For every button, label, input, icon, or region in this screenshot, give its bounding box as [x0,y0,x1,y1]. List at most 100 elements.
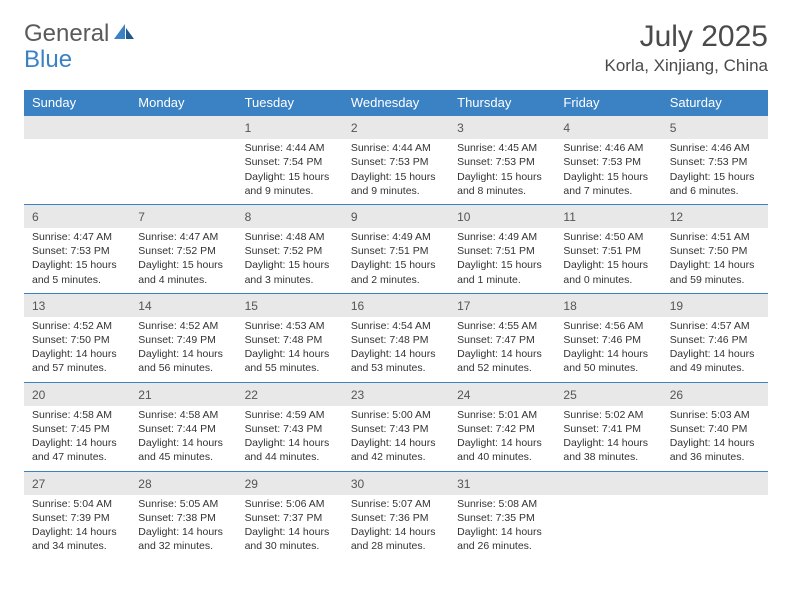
sunset-line: Sunset: 7:53 PM [563,155,653,169]
sunset-line: Sunset: 7:38 PM [138,511,228,525]
day-cell: 23Sunrise: 5:00 AMSunset: 7:43 PMDayligh… [343,382,449,471]
day-cell: 14Sunrise: 4:52 AMSunset: 7:49 PMDayligh… [130,293,236,382]
day-cell: 4Sunrise: 4:46 AMSunset: 7:53 PMDaylight… [555,116,661,205]
day-cell: 30Sunrise: 5:07 AMSunset: 7:36 PMDayligh… [343,471,449,559]
sunset-line: Sunset: 7:48 PM [351,333,441,347]
day-number: 7 [130,205,236,228]
day-cell: 18Sunrise: 4:56 AMSunset: 7:46 PMDayligh… [555,293,661,382]
sunset-line: Sunset: 7:40 PM [670,422,760,436]
weekday-header: Wednesday [343,90,449,116]
sunrise-line: Sunrise: 4:50 AM [563,230,653,244]
daylight-line: Daylight: 15 hours and 9 minutes. [245,170,335,198]
day-content: Sunrise: 4:47 AMSunset: 7:53 PMDaylight:… [24,230,130,287]
header: General July 2025 Korla, Xinjiang, China [24,20,768,76]
daylight-line: Daylight: 14 hours and 49 minutes. [670,347,760,375]
daylight-line: Daylight: 15 hours and 7 minutes. [563,170,653,198]
day-content: Sunrise: 4:56 AMSunset: 7:46 PMDaylight:… [555,319,661,376]
day-number: 27 [24,472,130,495]
day-cell: 3Sunrise: 4:45 AMSunset: 7:53 PMDaylight… [449,116,555,205]
daylight-line: Daylight: 15 hours and 1 minute. [457,258,547,286]
sunrise-line: Sunrise: 4:58 AM [32,408,122,422]
day-cell: 1 Sunrise: 4:44 AMSunset: 7:54 PMDaylight… [237,116,343,205]
day-number: 17 [449,294,555,317]
daylight-line: Daylight: 14 hours and 47 minutes. [32,436,122,464]
sunset-line: Sunset: 7:36 PM [351,511,441,525]
daylight-line: Daylight: 15 hours and 6 minutes. [670,170,760,198]
day-number [555,472,661,495]
daylight-line: Daylight: 14 hours and 32 minutes. [138,525,228,553]
day-content: Sunrise: 4:49 AMSunset: 7:51 PMDaylight:… [343,230,449,287]
sunrise-line: Sunrise: 4:58 AM [138,408,228,422]
daylight-line: Daylight: 14 hours and 36 minutes. [670,436,760,464]
sunset-line: Sunset: 7:37 PM [245,511,335,525]
day-cell: 8Sunrise: 4:48 AMSunset: 7:52 PMDaylight… [237,204,343,293]
day-cell: 26 Sunrise: 5:03 AMSunset: 7:40 PMDayligh… [662,382,768,471]
calendar-body: 1Sunrise: 4:44 AMSunset: 7:54 PMDaylight… [24,116,768,560]
sunset-line: Sunset: 7:39 PM [32,511,122,525]
calendar-week-row: 27Sunrise: 5:04 AMSunset: 7:39 PMDayligh… [24,471,768,559]
day-content: Sunrise: 4:45 AMSunset: 7:53 PMDaylight:… [449,141,555,198]
daylight-line: Daylight: 14 hours and 30 minutes. [245,525,335,553]
day-number: 10 [449,205,555,228]
day-content: Sunrise: 4:57 AMSunset: 7:46 PMDaylight:… [662,319,768,376]
sunrise-line: Sunrise: 4:44 AM [351,141,441,155]
weekday-header-row: SundayMondayTuesdayWednesdayThursdayFrid… [24,90,768,116]
daylight-line: Daylight: 14 hours and 38 minutes. [563,436,653,464]
day-number: 25 [555,383,661,406]
calendar-week-row: 6Sunrise: 4:47 AMSunset: 7:53 PMDaylight… [24,204,768,293]
sunset-line: Sunset: 7:45 PM [32,422,122,436]
weekday-header: Tuesday [237,90,343,116]
sunrise-line: Sunrise: 4:49 AM [351,230,441,244]
day-content: Sunrise: 4:52 AMSunset: 7:50 PMDaylight:… [24,319,130,376]
day-cell: 12Sunrise: 4:51 AMSunset: 7:50 PMDayligh… [662,204,768,293]
sunrise-line: Sunrise: 4:57 AM [670,319,760,333]
day-number: 16 [343,294,449,317]
day-number: 26 [662,383,768,406]
sunrise-line: Sunrise: 4:55 AM [457,319,547,333]
sunrise-line: Sunrise: 5:06 AM [245,497,335,511]
day-content: Sunrise: 4:47 AMSunset: 7:52 PMDaylight:… [130,230,236,287]
sunrise-line: Sunrise: 5:03 AM [670,408,760,422]
day-content: Sunrise: 5:05 AMSunset: 7:38 PMDaylight:… [130,497,236,554]
sunrise-line: Sunrise: 4:53 AM [245,319,335,333]
day-number: 22 [237,383,343,406]
daylight-line: Daylight: 15 hours and 3 minutes. [245,258,335,286]
day-number: 1 [237,116,343,139]
day-number: 3 [449,116,555,139]
sunset-line: Sunset: 7:46 PM [563,333,653,347]
day-content: Sunrise: 4:59 AMSunset: 7:43 PMDaylight:… [237,408,343,465]
empty-day-cell [555,471,661,559]
day-number: 21 [130,383,236,406]
day-content: Sunrise: 5:07 AMSunset: 7:36 PMDaylight:… [343,497,449,554]
sunrise-line: Sunrise: 4:46 AM [670,141,760,155]
sunrise-line: Sunrise: 4:54 AM [351,319,441,333]
day-number: 9 [343,205,449,228]
day-content: Sunrise: 5:02 AMSunset: 7:41 PMDaylight:… [555,408,661,465]
sunset-line: Sunset: 7:35 PM [457,511,547,525]
day-cell: 16Sunrise: 4:54 AMSunset: 7:48 PMDayligh… [343,293,449,382]
sunset-line: Sunset: 7:51 PM [457,244,547,258]
sunrise-line: Sunrise: 4:44 AM [245,141,335,155]
sunrise-line: Sunrise: 4:48 AM [245,230,335,244]
daylight-line: Daylight: 15 hours and 5 minutes. [32,258,122,286]
day-cell: 28Sunrise: 5:05 AMSunset: 7:38 PMDayligh… [130,471,236,559]
day-content: Sunrise: 4:58 AMSunset: 7:44 PMDaylight:… [130,408,236,465]
logo: General [24,20,137,48]
daylight-line: Daylight: 14 hours and 56 minutes. [138,347,228,375]
sunset-line: Sunset: 7:54 PM [245,155,335,169]
daylight-line: Daylight: 15 hours and 4 minutes. [138,258,228,286]
sunset-line: Sunset: 7:42 PM [457,422,547,436]
daylight-line: Daylight: 15 hours and 8 minutes. [457,170,547,198]
day-content: Sunrise: 4:48 AMSunset: 7:52 PMDaylight:… [237,230,343,287]
sunset-line: Sunset: 7:46 PM [670,333,760,347]
calendar-week-row: 20Sunrise: 4:58 AMSunset: 7:45 PMDayligh… [24,382,768,471]
sunset-line: Sunset: 7:53 PM [351,155,441,169]
day-cell: 11Sunrise: 4:50 AMSunset: 7:51 PMDayligh… [555,204,661,293]
day-number: 31 [449,472,555,495]
day-content: Sunrise: 4:46 AMSunset: 7:53 PMDaylight:… [555,141,661,198]
day-content: Sunrise: 4:55 AMSunset: 7:47 PMDaylight:… [449,319,555,376]
sunrise-line: Sunrise: 4:46 AM [563,141,653,155]
day-number: 29 [237,472,343,495]
daylight-line: Daylight: 14 hours and 59 minutes. [670,258,760,286]
sunrise-line: Sunrise: 4:49 AM [457,230,547,244]
